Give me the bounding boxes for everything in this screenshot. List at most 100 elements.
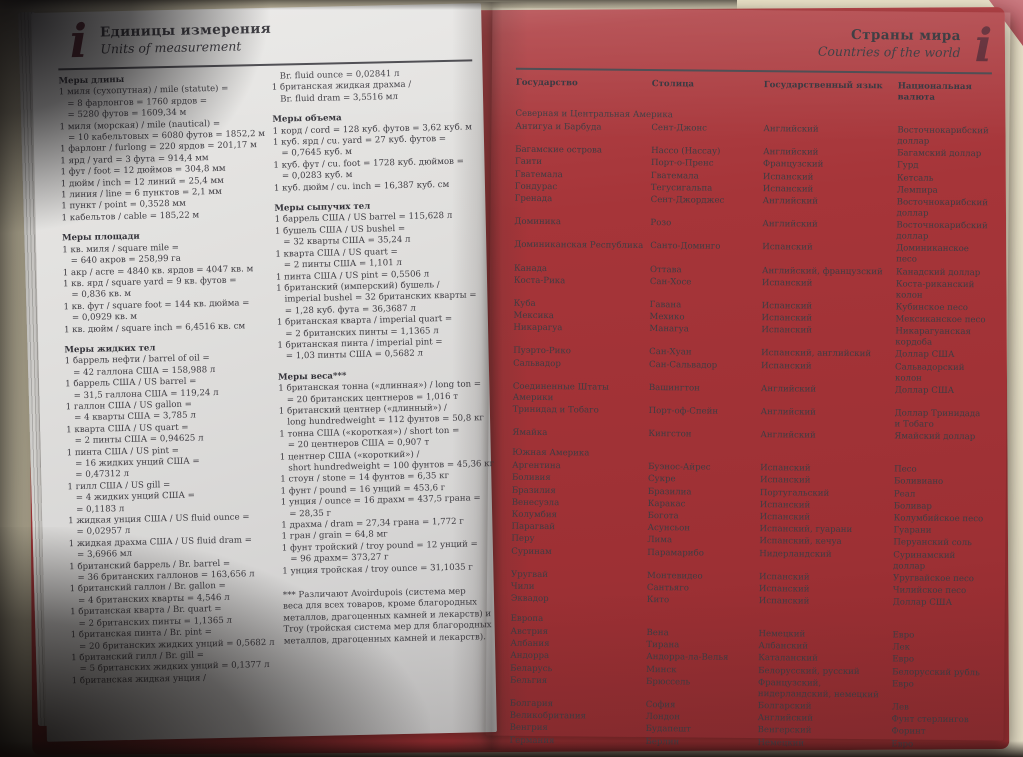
table-cell: Тринидад и Тобаго [512, 404, 599, 416]
table-cell: Евро [892, 654, 915, 666]
table-cell: Бельгия [509, 675, 548, 686]
info-icon: i [974, 18, 993, 73]
table-cell: Испанский [758, 596, 810, 607]
table-cell: Гавана [649, 299, 682, 311]
table-cell: Багамские острова [515, 144, 603, 156]
table-cell: Розо [650, 218, 672, 229]
table-cell: Английский [763, 124, 819, 135]
table-header-cell: Государство [515, 77, 578, 89]
table-cell: Колумбия [511, 509, 558, 521]
table-cell: Лев [891, 702, 909, 713]
table-cell: Оттава [649, 264, 682, 275]
table-cell: Кингстон [648, 429, 692, 440]
table-cell: Канадский доллар [895, 266, 981, 278]
table-cell: Тегусигальпа [650, 182, 713, 194]
table-cell: Песо [894, 464, 917, 475]
table-cell: Албанский [758, 641, 809, 652]
table-cell: Парагвай [511, 521, 556, 533]
table-cell: Испанский [761, 360, 812, 372]
table-cell: Парамарибо [647, 547, 704, 559]
table-cell: Ямайский доллар [894, 431, 976, 443]
measurement-column-1: Меры длины 1 миля (сухопутная) / mile (st… [58, 72, 274, 687]
table-cell: Доминиканская Республика [514, 240, 644, 252]
table-cell: Сантьяго [646, 582, 689, 594]
table-cell: Боливия [511, 473, 551, 484]
table-cell: Перу [511, 534, 535, 545]
table-cell: Канада [513, 263, 548, 274]
table-row: Государство Столица Государственный язык На… [516, 78, 992, 105]
table-cell: Уругвайское песо [892, 573, 975, 584]
table-cell: Вашингтон [648, 382, 700, 394]
table-cell: Берлин [645, 736, 680, 747]
table-cell: Нассо (Нассау) [651, 146, 721, 157]
table-row: Антигуа и Барбуда Сент-Джонс Английский Вос… [515, 122, 991, 149]
table-cell: Испанский, гуарани [759, 524, 853, 536]
table-cell: Сан-Хосе [649, 276, 692, 288]
table-cell: Лима [647, 535, 673, 546]
table-cell: Бразилия [511, 485, 556, 496]
table-cell: Немецкий [757, 737, 805, 749]
table-cell: Болгария [509, 698, 554, 710]
table-cell: Порт-оф-Спейн [648, 406, 719, 417]
table-cell: Каракас [647, 498, 686, 510]
table-row: Суринам Парамарибо Нидерландский Суринамски… [511, 546, 987, 573]
table-row: Доминиканская Республика Санто-Доминго Исп… [514, 240, 990, 267]
table-cell: Лек [892, 642, 911, 653]
table-cell: Испанский [759, 499, 811, 511]
table-header-cell: Столица [651, 79, 695, 90]
table-row: Тринидад и Тобаго Порт-оф-Спейн Английский… [512, 405, 988, 432]
table-cell: Доллар США [894, 385, 955, 396]
table-cell: Английский [760, 407, 816, 418]
measure-section: *** Различают Avoirdupois (система мер ве… [283, 586, 492, 647]
table-cell: Сент-Джонс [651, 123, 708, 134]
table-cell: Перуанский соль [893, 537, 972, 549]
table-cell: Каталанский [758, 653, 818, 665]
table-cell: Английский [760, 430, 816, 441]
table-cell: Испанский [762, 171, 814, 183]
table-cell: Испанский, кечуа [759, 536, 842, 548]
table-cell: Гондурас [514, 181, 558, 192]
table-cell: Гуарани [893, 525, 932, 536]
table-cell: Чилийское песо [892, 585, 967, 596]
table-cell: Лемпира [896, 185, 938, 196]
table-cell: Доллар США [892, 597, 953, 609]
table-cell: Восточнокарибский доллар [896, 197, 989, 219]
table-cell: Асунсьон [647, 523, 691, 534]
table-cell: Манагуа [649, 324, 689, 335]
table-cell: Коста-Рика [513, 275, 566, 286]
table-cell: Испанский [759, 571, 810, 583]
table-cell: Венесуэла [511, 497, 560, 508]
table-cell: Венгрия [509, 723, 548, 734]
table-cell: Испанский [761, 313, 813, 324]
table-cell: Испанский [759, 475, 811, 486]
table-cell: Боливар [893, 501, 932, 512]
measure-section: Меры длины 1 миля (сухопутная) / mile (st… [58, 72, 265, 225]
table-cell: Гаити [514, 157, 543, 168]
table-cell: Чили [510, 581, 535, 592]
table-cell: Испанский [761, 277, 813, 289]
table-row: Соединенные Штаты Америки Вашингтон Англий… [513, 382, 989, 409]
measure-section: Меры объема 1 корд / cord = 128 куб. футо… [272, 111, 475, 195]
table-cell: Багамский доллар [897, 148, 982, 160]
table-cell: Сальвадорский колон [894, 362, 965, 384]
table-cell: Доллар США [895, 349, 955, 361]
table-cell: Мехико [649, 312, 685, 323]
table-cell: Форинт [891, 726, 926, 738]
table-cell: Гренада [514, 193, 553, 205]
table-cell: Реал [893, 488, 916, 500]
table-cell: Восточнокарибский доллар [897, 125, 989, 147]
right-page-subtitle: Countries of the world [817, 43, 961, 61]
table-cell: Испанский [762, 183, 814, 195]
table-cell: Восточнокарибский доллар [896, 220, 988, 242]
table-cell: Английский [762, 219, 818, 230]
table-cell: Доминиканское песо [896, 243, 969, 265]
table-cell: Пуэрто-Рико [513, 346, 572, 357]
table-cell: Албания [510, 638, 550, 650]
table-row: Никарагуа Манагуа Испанский Никарагуанская … [513, 323, 989, 350]
info-icon: i [69, 13, 88, 69]
table-cell: Беларусь [510, 663, 553, 674]
measure-section: Меры веса*** 1 британская тонна («длинная… [278, 368, 494, 578]
table-cell: Английский [762, 196, 819, 207]
